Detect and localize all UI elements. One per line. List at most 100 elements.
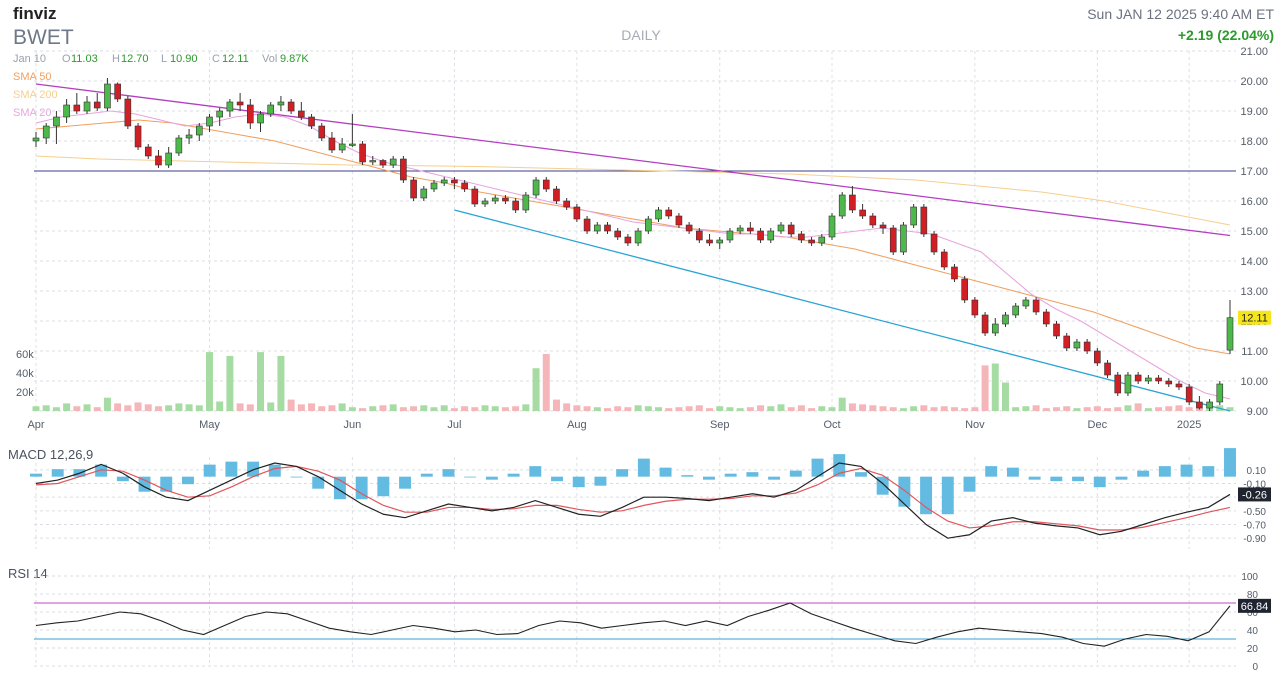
candle-down	[930, 233, 938, 253]
volume-bar	[757, 405, 765, 411]
candle-up	[716, 239, 724, 244]
price-tick-label: 19.00	[1240, 106, 1268, 118]
volume-bar	[1175, 405, 1183, 411]
candle-down	[247, 104, 254, 124]
axis-labels-layer: 21.00 20.00 19.00 18.00 17.00 16.00 15.00 14.00…	[16, 46, 1271, 673]
volume-bar	[1042, 408, 1050, 411]
candle-up	[767, 230, 775, 241]
candle-down	[73, 104, 81, 112]
volume-bar	[869, 405, 877, 411]
volume-bar	[277, 355, 285, 411]
volume-bar	[1093, 406, 1101, 411]
candle-up	[32, 137, 40, 142]
macd-histogram-bar	[181, 476, 194, 485]
price-tick-label: 16.00	[1240, 196, 1268, 208]
trendline-bottom	[454, 209, 1231, 412]
macd-histogram-bar	[746, 472, 759, 477]
candle-up	[481, 200, 489, 205]
macd-histogram-bar	[1028, 476, 1041, 480]
volume-bar	[818, 406, 826, 411]
legend-sma200[interactable]: SMA 200	[13, 89, 58, 101]
volume-bar	[52, 407, 60, 411]
volume-bar	[808, 408, 816, 411]
rsi-current-label: 66.84	[1241, 601, 1269, 613]
ohlc-open: 11.03	[71, 53, 98, 65]
macd-histogram-bar	[1093, 476, 1106, 488]
volume-bar	[940, 406, 948, 411]
macd-histogram-bar	[1050, 476, 1063, 482]
candle-down	[757, 230, 764, 241]
macd-histogram-bar	[1072, 476, 1085, 482]
macd-line	[35, 462, 1231, 539]
volume-bar	[991, 363, 999, 411]
candle-up	[440, 179, 448, 184]
volume-bar	[216, 401, 224, 411]
macd-histogram-bar	[724, 473, 737, 477]
volume-bar	[491, 406, 499, 411]
candle-up	[838, 194, 846, 217]
rsi-tick-label: 100	[1241, 572, 1258, 583]
candle-up	[185, 134, 193, 139]
datetime-label: Sun JAN 12 2025 9:40 AM ET	[1087, 6, 1274, 22]
volume-bar	[767, 406, 775, 411]
macd-histogram-bar	[811, 458, 824, 477]
candle-down	[869, 215, 877, 226]
candle-up	[63, 104, 70, 118]
candle-down	[410, 179, 417, 199]
volume-bar	[899, 408, 907, 411]
volume-bar	[1022, 406, 1030, 411]
ohlc-high-label: H	[112, 53, 120, 65]
rsi-title[interactable]: RSI 14	[8, 566, 48, 581]
volume-bar	[787, 407, 795, 411]
volume-bar	[726, 407, 734, 411]
legend-sma50[interactable]: SMA 50	[13, 71, 52, 83]
candle-down	[706, 239, 713, 244]
volume-bar	[83, 404, 91, 411]
candle-down	[461, 182, 468, 190]
candle-down	[379, 160, 387, 166]
volume-bar	[879, 406, 887, 411]
candle-down	[359, 143, 366, 163]
price-tick-label: 11.00	[1241, 346, 1268, 358]
candle-down	[114, 83, 121, 100]
macd-histogram-bar	[1202, 466, 1215, 477]
candle-up	[910, 206, 917, 226]
macd-histogram-bar	[51, 469, 64, 477]
macd-histogram-bar	[290, 476, 303, 478]
candle-down	[563, 200, 570, 208]
volume-bar	[736, 408, 744, 411]
rsi-tick-label: 80	[1247, 590, 1259, 601]
candle-up	[655, 209, 662, 220]
candle-up	[420, 188, 428, 199]
legend-sma20[interactable]: SMA 20	[13, 107, 52, 119]
rsi-tick-label: 60	[1247, 608, 1259, 619]
ohlc-low-label: L	[161, 53, 167, 65]
volume-bar	[1032, 405, 1040, 411]
candle-up	[1022, 299, 1030, 307]
volume-bar	[308, 403, 316, 411]
timeframe-label[interactable]: DAILY	[621, 27, 661, 43]
candle-down	[849, 194, 856, 211]
macd-histogram-bar	[399, 476, 412, 489]
volume-bar	[716, 406, 724, 411]
volume-bar	[257, 352, 265, 411]
macd-histogram-bar	[659, 467, 672, 477]
candle-down	[798, 233, 805, 241]
candle-up	[389, 158, 397, 166]
candle-down	[624, 236, 632, 244]
brand-logo[interactable]: finviz	[13, 4, 56, 23]
price-tick-label: 14.00	[1240, 256, 1268, 268]
macd-histogram-bar	[1224, 448, 1236, 477]
macd-title[interactable]: MACD 12,26,9	[8, 447, 93, 462]
price-tick-label: 21.00	[1240, 46, 1268, 58]
candle-up	[195, 125, 203, 136]
x-tick-label: Oct	[823, 419, 840, 431]
candle-up	[277, 101, 285, 106]
macd-histogram-bar	[377, 476, 390, 497]
ohlc-date: Jan 10	[13, 53, 46, 65]
price-tick-label: 20.00	[1240, 76, 1268, 88]
ohlc-open-label: O	[62, 53, 71, 65]
candle-up	[1216, 383, 1224, 403]
macd-histogram-bar	[898, 476, 911, 507]
volume-bar	[165, 405, 173, 411]
